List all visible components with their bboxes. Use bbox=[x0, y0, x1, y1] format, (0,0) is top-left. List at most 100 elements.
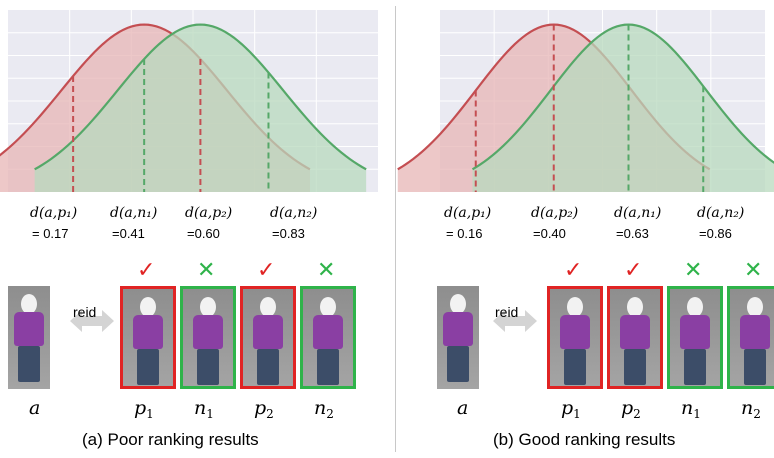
gallery-person-image bbox=[180, 286, 236, 389]
distance-value: =0.83 bbox=[272, 226, 305, 241]
distance-value: =0.86 bbox=[699, 226, 732, 241]
gallery-symbol: p1 bbox=[561, 397, 581, 421]
head-blur bbox=[450, 294, 466, 314]
distance-distribution-plot bbox=[397, 10, 774, 332]
head-blur bbox=[567, 297, 583, 317]
head-blur bbox=[21, 294, 37, 314]
head-blur bbox=[200, 297, 216, 317]
head-blur bbox=[747, 297, 763, 317]
gallery-symbol-letter: p bbox=[134, 397, 147, 419]
gallery-symbol: n1 bbox=[194, 397, 214, 421]
query-symbol: a bbox=[457, 397, 469, 419]
head-blur bbox=[140, 297, 156, 317]
distance-label: d(a,p₂) bbox=[185, 205, 233, 221]
distance-value: = 0.17 bbox=[32, 226, 69, 241]
gallery-symbol-subscript: 1 bbox=[693, 407, 701, 421]
cross-icon: ✕ bbox=[197, 258, 216, 283]
gallery-symbol-letter: p bbox=[621, 397, 634, 419]
gallery-symbol: n2 bbox=[314, 397, 334, 421]
check-icon: ✓ bbox=[257, 258, 276, 283]
legs bbox=[447, 346, 469, 382]
gallery-symbol-letter: n bbox=[194, 397, 207, 419]
distance-label: d(a,p₁) bbox=[444, 205, 492, 221]
distance-value: =0.41 bbox=[112, 226, 145, 241]
distance-value: = 0.16 bbox=[446, 226, 483, 241]
legs bbox=[624, 349, 646, 385]
gallery-symbol-letter: n bbox=[741, 397, 754, 419]
legs bbox=[18, 346, 40, 382]
negative-distance-curve bbox=[34, 23, 367, 171]
cross-icon: ✕ bbox=[317, 258, 336, 283]
panel-poor-ranking: d(a,p₁) = 0.17 d(a,n₁) =0.41 d(a,p₂) =0.60 d(a… bbox=[0, 10, 378, 449]
torso bbox=[133, 315, 163, 349]
panel-good-ranking: d(a,p₁) = 0.16 d(a,p₂) =0.40 d(a,n₁) =0.63 d(a… bbox=[387, 0, 774, 458]
gallery-symbol-subscript: 2 bbox=[266, 407, 274, 421]
distance-label: d(a,n₂) bbox=[270, 205, 318, 221]
check-icon: ✓ bbox=[624, 258, 643, 283]
negative-distance-curve-fill bbox=[34, 24, 367, 193]
distance-label: d(a,n₂) bbox=[697, 205, 745, 221]
distance-value: =0.40 bbox=[533, 226, 566, 241]
legs bbox=[564, 349, 586, 385]
distance-label: d(a,p₁) bbox=[30, 205, 78, 221]
gallery-person-image bbox=[727, 286, 774, 389]
check-icon: ✓ bbox=[137, 258, 156, 283]
gallery-symbol-letter: p bbox=[254, 397, 267, 419]
negative-distance-curve-fill bbox=[472, 24, 774, 192]
gallery-symbol: p1 bbox=[134, 397, 154, 421]
torso bbox=[560, 315, 590, 349]
gallery-symbol: p2 bbox=[254, 397, 274, 421]
distance-label: d(a,p₂) bbox=[531, 205, 579, 221]
torso bbox=[740, 315, 770, 349]
head-blur bbox=[687, 297, 703, 317]
head-blur bbox=[627, 297, 643, 317]
torso bbox=[680, 315, 710, 349]
torso bbox=[193, 315, 223, 349]
torso bbox=[253, 315, 283, 349]
gallery-symbol-subscript: 1 bbox=[146, 407, 154, 421]
torso bbox=[14, 312, 44, 346]
gallery-symbol-subscript: 2 bbox=[326, 407, 334, 421]
reid-label: reid bbox=[73, 304, 97, 320]
query-person-image bbox=[8, 286, 50, 389]
panel-caption: (a) Poor ranking results bbox=[82, 430, 259, 449]
gallery-symbol-subscript: 1 bbox=[206, 407, 214, 421]
gallery-symbol: n1 bbox=[681, 397, 701, 421]
gallery-symbol: n2 bbox=[741, 397, 761, 421]
gallery-symbol: p2 bbox=[621, 397, 641, 421]
gallery-symbol-letter: n bbox=[681, 397, 694, 419]
distance-label: d(a,n₁) bbox=[614, 205, 662, 221]
gallery-person-image bbox=[240, 286, 296, 389]
gallery-symbol-letter: n bbox=[314, 397, 327, 419]
head-blur bbox=[320, 297, 336, 317]
torso bbox=[313, 315, 343, 349]
gallery-symbol-subscript: 2 bbox=[753, 407, 761, 421]
gallery-person-image bbox=[120, 286, 176, 389]
legs bbox=[197, 349, 219, 385]
gallery-symbol-subscript: 1 bbox=[573, 407, 581, 421]
distance-value: =0.63 bbox=[616, 226, 649, 241]
gallery-person-image bbox=[667, 286, 723, 389]
gallery-symbol-subscript: 2 bbox=[633, 407, 641, 421]
gallery-symbol-letter: p bbox=[561, 397, 574, 419]
distance-label: d(a,n₁) bbox=[110, 205, 158, 221]
gallery-person-image bbox=[607, 286, 663, 389]
legs bbox=[137, 349, 159, 385]
panel-caption: (b) Good ranking results bbox=[493, 430, 676, 449]
torso bbox=[443, 312, 473, 346]
query-person-image bbox=[437, 286, 479, 389]
distance-distribution-plot bbox=[0, 10, 378, 332]
reid-double-arrow-icon bbox=[70, 310, 114, 332]
distance-value: =0.60 bbox=[187, 226, 220, 241]
reid-double-arrow-icon bbox=[493, 310, 537, 332]
torso bbox=[620, 315, 650, 349]
panel-divider bbox=[395, 6, 396, 452]
cross-icon: ✕ bbox=[744, 258, 763, 283]
legs bbox=[257, 349, 279, 385]
legs bbox=[684, 349, 706, 385]
cross-icon: ✕ bbox=[684, 258, 703, 283]
check-icon: ✓ bbox=[564, 258, 583, 283]
head-blur bbox=[260, 297, 276, 317]
query-symbol: a bbox=[29, 397, 41, 419]
reid-label: reid bbox=[495, 304, 519, 320]
